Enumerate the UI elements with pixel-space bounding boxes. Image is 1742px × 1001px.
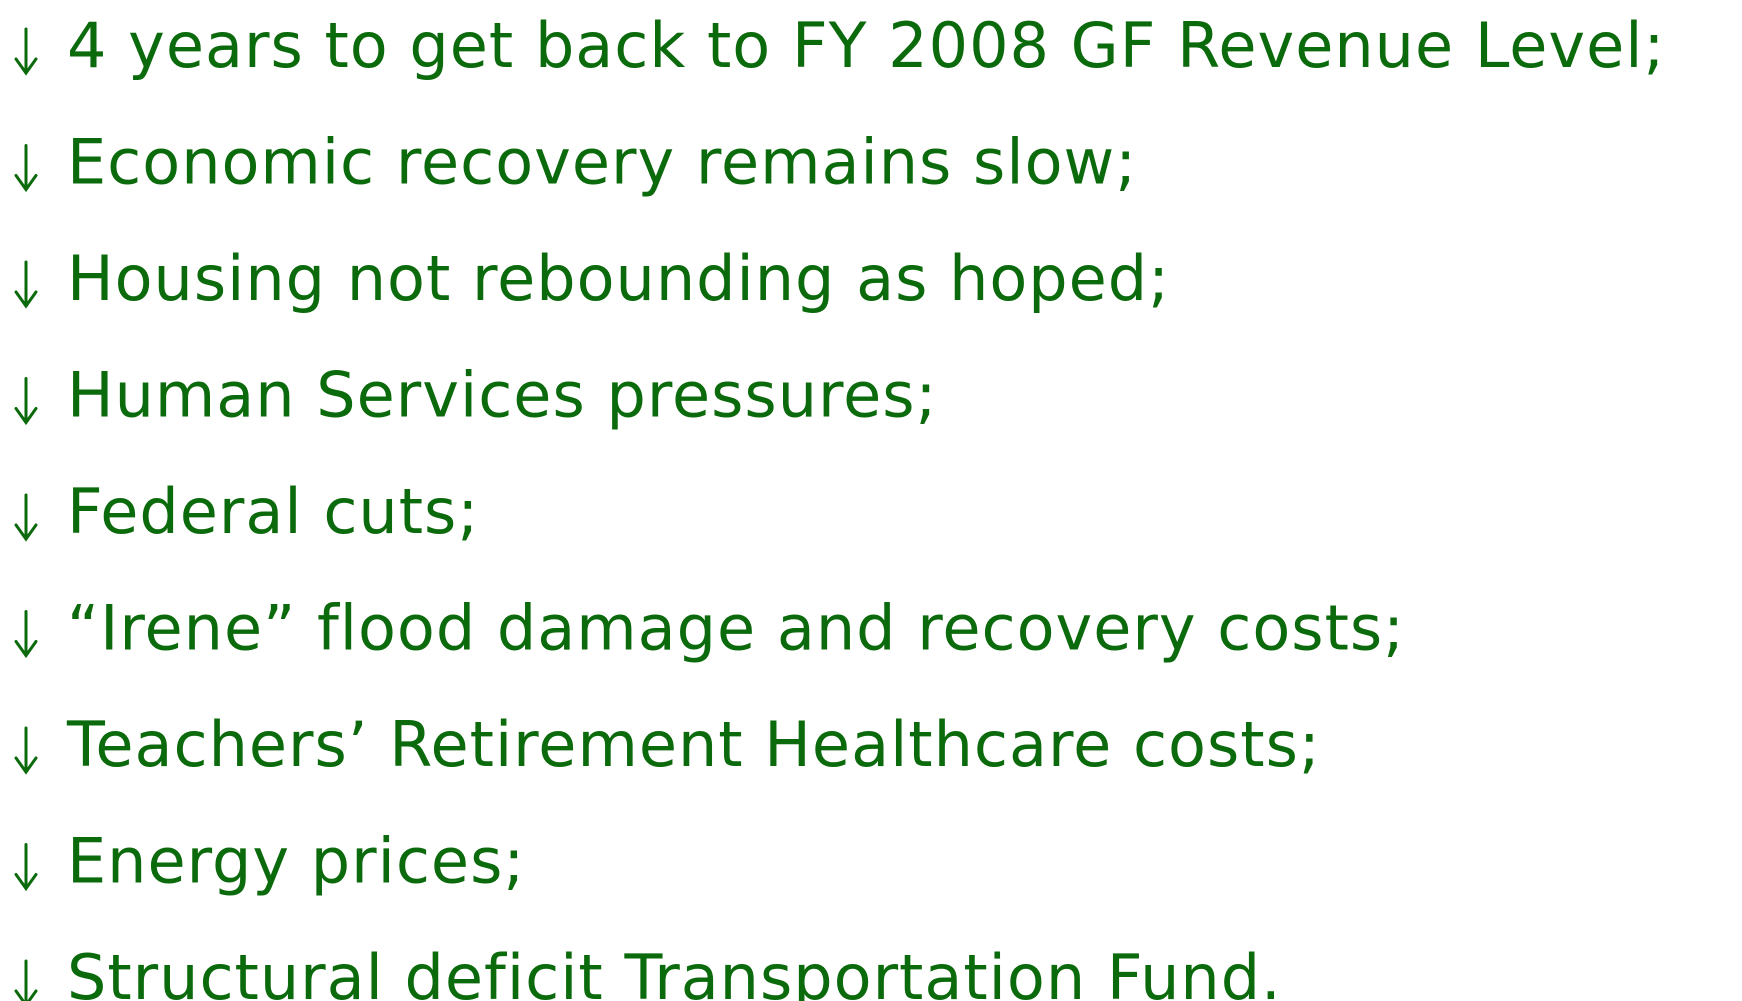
arrow-bullet <box>14 144 38 193</box>
bullet-text: Teachers’ Retirement Healthcare costs; <box>66 708 1321 781</box>
bullet-text: Structural deficit Transportation Fund. <box>67 941 1282 1001</box>
arrow-bullet <box>14 959 38 1001</box>
arrow-bullet <box>14 493 38 542</box>
bullet-text: Housing not rebounding as hoped; <box>67 242 1170 315</box>
bullet-text: Energy prices; <box>67 825 525 898</box>
bullet-text: Economic recovery remains slow; <box>67 126 1137 199</box>
arrow-bullet <box>14 726 38 775</box>
bullet-text: Human Services pressures; <box>67 359 937 432</box>
arrow-bullet <box>14 377 38 426</box>
arrow-bullet <box>14 27 38 76</box>
bullet-text: Federal cuts; <box>67 475 479 548</box>
arrow-bullet <box>14 843 38 892</box>
bullet-text: “Irene” flood damage and recovery costs; <box>67 592 1405 665</box>
bullet-text: 4 years to get back to FY 2008 GF Revenu… <box>67 9 1665 82</box>
arrow-bullet <box>14 610 38 659</box>
arrow-bullet <box>14 260 38 309</box>
